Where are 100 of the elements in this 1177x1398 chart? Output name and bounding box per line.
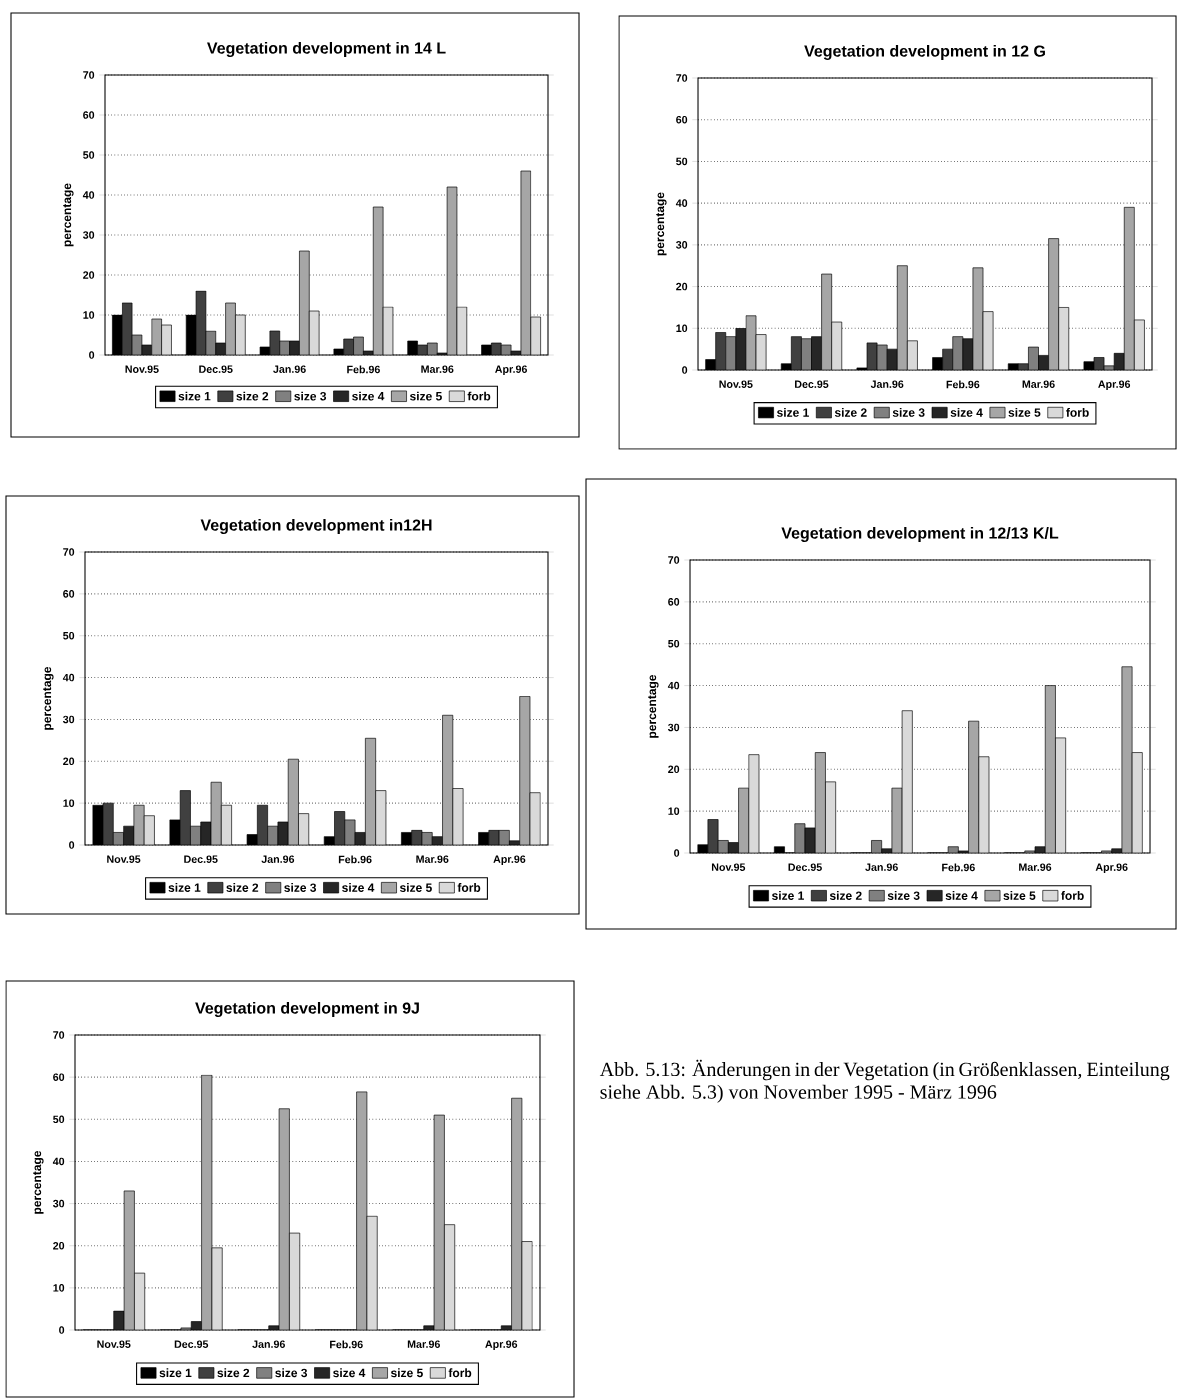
legend-label: forb: [467, 391, 491, 401]
y-tick-label: 10: [83, 311, 95, 319]
y-axis-title: percentage: [43, 666, 54, 730]
y-tick-label: 40: [52, 1157, 65, 1166]
legend-label: size 5: [1008, 407, 1041, 417]
y-axis-title: percentage: [63, 183, 74, 247]
x-tick-label: Jan.96: [252, 1340, 285, 1348]
legend-label: size 3: [275, 1368, 308, 1378]
legend-label: size 1: [772, 891, 804, 900]
y-tick-label: 60: [676, 115, 688, 124]
legend-label: size 1: [159, 1368, 192, 1378]
legend-label: size 5: [399, 883, 432, 892]
y-tick-label: 10: [668, 807, 680, 815]
legend-label: size 4: [945, 891, 978, 900]
x-tick-label: Feb.96: [946, 380, 980, 389]
x-tick-label: Nov.95: [107, 855, 141, 863]
y-tick-label: 60: [53, 1073, 65, 1081]
legend-label: forb: [448, 1368, 472, 1378]
legend-label: size 2: [217, 1368, 250, 1378]
x-tick-label: Dec.95: [199, 365, 233, 373]
y-tick-label: 40: [62, 673, 75, 682]
x-tick-label: Nov.95: [97, 1340, 131, 1348]
x-tick-label: Jan.96: [273, 365, 306, 373]
x-tick-label: Mar.96: [1019, 863, 1052, 871]
legend-label: size 4: [950, 407, 983, 417]
legend-label: size 1: [168, 883, 201, 892]
legend-label: size 1: [178, 391, 211, 401]
chart-title: Vegetation development in 14 L: [207, 41, 446, 57]
y-tick-label: 0: [69, 841, 75, 849]
x-tick-label: Feb.96: [330, 1340, 363, 1349]
y-tick-label: 50: [53, 1115, 65, 1124]
y-tick-label: 50: [63, 631, 75, 640]
y-tick-label: 40: [82, 191, 95, 199]
y-tick-label: 70: [668, 556, 680, 564]
y-tick-label: 70: [676, 74, 688, 82]
x-tick-label: Nov.95: [125, 365, 159, 373]
x-tick-label: Feb.96: [347, 365, 380, 374]
x-tick-label: Dec.95: [174, 1340, 209, 1348]
x-tick-label: Jan.96: [870, 380, 904, 388]
x-tick-label: Nov.95: [711, 863, 746, 871]
x-tick-label: Feb.96: [338, 855, 372, 864]
legend-label: size 4: [342, 883, 375, 892]
x-tick-label: Mar.96: [407, 1340, 440, 1348]
y-axis-title: percentage: [656, 192, 667, 256]
x-tick-label: Jan.96: [865, 863, 898, 871]
legend-label: size 3: [892, 407, 925, 417]
legend-label: size 5: [390, 1368, 423, 1378]
legend-label: size 4: [352, 391, 385, 401]
x-tick-label: Dec.95: [788, 863, 822, 871]
y-tick-label: 70: [83, 71, 95, 79]
y-tick-label: 20: [668, 765, 680, 774]
y-tick-label: 10: [63, 799, 75, 807]
y-tick-label: 30: [62, 715, 75, 724]
chart-title: Vegetation development in 12/13 K/L: [781, 527, 1059, 542]
x-tick-label: Apr.96: [493, 855, 526, 866]
y-tick-label: 10: [676, 324, 688, 333]
y-tick-label: 70: [63, 548, 75, 556]
y-tick-label: 40: [667, 681, 680, 690]
x-tick-label: Apr.96: [1098, 380, 1131, 391]
y-tick-label: 20: [83, 271, 95, 279]
y-tick-label: 0: [682, 366, 688, 374]
legend-label: size 2: [834, 407, 867, 417]
chart-title: Vegetation development in 9J: [195, 1001, 419, 1017]
y-tick-label: 20: [63, 757, 75, 766]
y-tick-label: 60: [83, 111, 95, 119]
y-tick-label: 30: [82, 231, 95, 239]
legend-label: forb: [1066, 407, 1089, 417]
y-tick-label: 30: [668, 723, 680, 732]
legend-label: forb: [1061, 891, 1084, 900]
legend-label: size 3: [284, 883, 317, 892]
x-tick-label: Nov.95: [719, 380, 753, 388]
y-tick-label: 10: [53, 1284, 65, 1292]
y-tick-label: 40: [675, 199, 688, 207]
chart-title: Vegetation development in 12 G: [804, 44, 1045, 60]
y-axis-title: percentage: [33, 1150, 44, 1214]
y-tick-label: 20: [676, 282, 688, 291]
legend-label: size 2: [226, 883, 259, 892]
x-tick-label: Dec.95: [795, 380, 829, 388]
y-axis-title: percentage: [648, 674, 659, 738]
legend-label: size 5: [409, 391, 442, 401]
y-tick-label: 20: [53, 1241, 65, 1250]
legend-label: size 2: [829, 891, 862, 900]
legend-label: size 2: [236, 391, 269, 401]
legend-label: size 1: [777, 407, 809, 417]
chart-title: Vegetation development in12H: [200, 518, 432, 534]
x-tick-label: Apr.96: [485, 1340, 518, 1351]
legend-label: size 4: [333, 1368, 366, 1378]
x-tick-label: Mar.96: [416, 855, 449, 863]
legend-label: size 3: [887, 891, 920, 900]
legend-label: size 3: [294, 391, 327, 401]
x-tick-label: Apr.96: [1095, 863, 1128, 874]
legend-label: size 5: [1003, 891, 1036, 900]
y-tick-label: 30: [52, 1199, 65, 1208]
caption: Abb. 5.13: Änderungen in der Vegetation (in Größenklassen, Einteilung siehe Abb. 5.3) von November 1995 - März 1996: [599, 1059, 1170, 1103]
x-tick-label: Dec.95: [184, 855, 218, 863]
y-tick-label: 0: [674, 849, 680, 857]
y-tick-label: 60: [63, 590, 75, 598]
y-tick-label: 0: [59, 1326, 65, 1334]
x-tick-label: Apr.96: [495, 365, 527, 376]
y-tick-label: 70: [53, 1031, 65, 1039]
